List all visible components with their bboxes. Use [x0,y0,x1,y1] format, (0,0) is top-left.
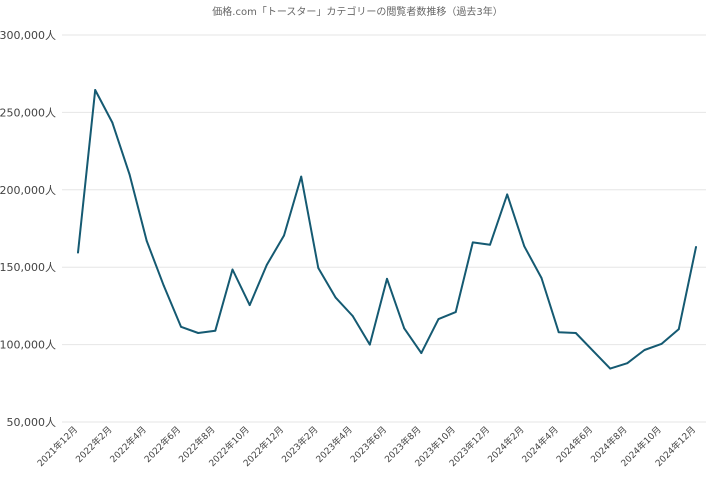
data-point [214,329,217,332]
data-point [128,173,131,176]
y-tick-label: 50,000人 [7,416,57,429]
data-point [695,246,697,248]
x-axis-labels: 2021年12月2022年2月2022年4月2022年6月2022年8月2022… [35,424,699,470]
data-point [540,277,543,279]
data-point [180,325,182,328]
data-point [334,296,337,299]
data-point [386,277,388,280]
y-tick-label: 300,000人 [0,29,56,42]
y-axis-labels: 50,000人 100,000人 150,000人 200,000人 250,000人 3… [0,29,56,429]
y-tick-label: 150,000人 [0,261,56,274]
data-point [94,89,97,91]
data-point [677,328,680,331]
data-point [489,243,491,246]
data-point [403,327,406,330]
data-point [197,332,200,334]
data-point [592,349,594,352]
data-point [557,331,560,334]
data-point [162,284,165,287]
data-point [574,332,577,334]
data-point [626,362,629,365]
data-point [351,315,354,317]
data-point [506,193,509,196]
data-point [111,121,114,124]
y-tick-label: 200,000人 [0,184,56,197]
data-point [283,234,285,237]
data-point [368,343,371,346]
data-point [523,245,526,248]
data-point [317,267,320,269]
chart-title: 価格.com「トースター」カテゴリーの閲覧者数推移（過去3年） [212,5,502,18]
x-tick-label: 2021年12月 [35,424,81,470]
grid-layer [62,34,706,423]
series-layer [77,89,697,370]
data-point [300,175,303,178]
series-line [77,89,697,370]
data-point [454,311,457,313]
data-point [248,304,251,307]
data-point [265,263,268,266]
data-point [77,251,79,254]
data-point [145,239,148,242]
y-tick-label: 100,000人 [0,339,56,352]
data-point [420,352,423,355]
data-point [609,367,612,370]
data-point [471,241,474,244]
data-point [231,268,234,271]
data-point [437,318,440,320]
data-point [660,342,663,345]
y-tick-label: 250,000人 [0,106,56,119]
data-point [643,349,646,351]
